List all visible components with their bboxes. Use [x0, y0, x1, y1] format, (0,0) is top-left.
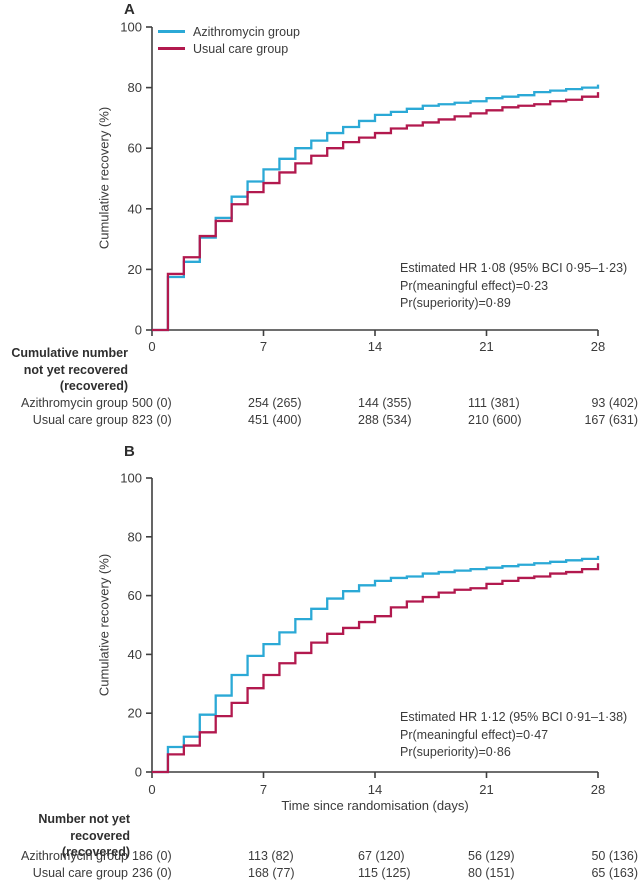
- panel-b-label: B: [124, 443, 135, 460]
- azithromycin-line-swatch: [158, 30, 185, 33]
- legend-label-azithromycin: Azithromycin group: [193, 24, 300, 39]
- table-a-header: Cumulative number not yet recovered (rec…: [0, 345, 128, 395]
- table-b-header: Number not yet recovered (recovered): [0, 811, 130, 861]
- panel-b-chart: 0 20 40 60 80 100 0 7 14 21 28: [120, 471, 605, 798]
- panel-a-annotation-line-1: Estimated HR 1·08 (95% BCI 0·95–1·23): [400, 261, 628, 275]
- cell-day14: 67 (120): [358, 849, 405, 863]
- cell-day0: 186 (0): [132, 849, 172, 863]
- y-tick-label: 20: [128, 262, 142, 277]
- y-tick-label: 0: [135, 323, 142, 338]
- y-tick-label: 100: [120, 20, 142, 35]
- y-tick-label: 60: [128, 141, 142, 156]
- x-tick-label: 21: [479, 782, 493, 797]
- table-a-header-line-1: Cumulative number: [11, 346, 128, 360]
- row-label: Usual care group: [32, 866, 128, 880]
- panel-b-annotation-line-2: Pr(meaningful effect)=0·47: [400, 727, 549, 742]
- panel-b-y-axis-label: Cumulative recovery (%): [96, 553, 112, 697]
- x-tick-label: 14: [368, 339, 382, 354]
- cell-day0: 500 (0): [132, 396, 172, 410]
- cell-day7: 168 (77): [248, 866, 295, 880]
- cell-day0: 823 (0): [132, 413, 172, 427]
- series-curve-usual_care: [152, 563, 600, 774]
- cell-day28: 65 (163): [591, 866, 638, 880]
- y-tick-label: 40: [128, 647, 142, 662]
- cell-day21: 111 (381): [468, 396, 520, 410]
- table-a-header-line-2: not yet recovered: [23, 362, 128, 377]
- legend-entry-azithromycin: Azithromycin group: [158, 23, 300, 40]
- x-tick-label: 28: [591, 339, 605, 354]
- cell-day21: 210 (600): [468, 413, 522, 427]
- y-tick-label: 40: [128, 201, 142, 216]
- cell-day0: 236 (0): [132, 866, 172, 880]
- cell-day7: 451 (400): [248, 413, 302, 427]
- table-a-row-usual-care: Usual care group 823 (0) 451 (400) 288 (…: [0, 413, 644, 428]
- cell-day28: 50 (136): [591, 849, 638, 863]
- cell-day21: 56 (129): [468, 849, 515, 863]
- row-label: Usual care group: [32, 413, 128, 427]
- panel-a-y-axis-label: Cumulative recovery (%): [96, 106, 112, 250]
- x-tick-label: 0: [148, 782, 155, 797]
- x-tick-label: 14: [368, 782, 382, 797]
- legend: Azithromycin group Usual care group: [158, 23, 300, 57]
- table-a-header-line-3: (recovered): [59, 379, 128, 393]
- cell-day28: 167 (631): [584, 413, 638, 427]
- panel-b-annotation-line-1: Estimated HR 1·12 (95% BCI 0·91–1·38): [400, 710, 628, 724]
- panel-b-annotation-line-3: Pr(superiority)=0·86: [400, 745, 511, 759]
- x-tick-label: 21: [479, 339, 493, 354]
- legend-label-usual-care: Usual care group: [193, 41, 289, 56]
- series-curve-azithromycin: [152, 555, 600, 774]
- y-tick-label: 80: [128, 529, 142, 544]
- cell-day14: 115 (125): [358, 866, 411, 880]
- cell-day14: 144 (355): [358, 396, 412, 410]
- cell-day14: 288 (534): [358, 413, 412, 427]
- y-tick-label: 100: [120, 471, 142, 486]
- table-b-row-azithromycin: Azithromycin group 186 (0) 113 (82) 67 (…: [0, 849, 644, 864]
- row-label: Azithromycin group: [21, 396, 128, 410]
- table-b-row-usual-care: Usual care group 236 (0) 168 (77) 115 (1…: [0, 866, 644, 880]
- table-a-row-azithromycin: Azithromycin group 500 (0) 254 (265) 144…: [0, 396, 644, 411]
- y-tick-label: 80: [128, 80, 142, 95]
- panel-a-annotation-line-2: Pr(meaningful effect)=0·23: [400, 278, 549, 293]
- x-tick-label: 0: [148, 339, 155, 354]
- table-b-header-line-1: Number not yet: [38, 812, 130, 826]
- cell-day7: 113 (82): [248, 849, 294, 863]
- x-tick-label: 7: [260, 339, 267, 354]
- panel-a-annotation-line-3: Pr(superiority)=0·89: [400, 296, 511, 310]
- panel-a-label: A: [124, 1, 135, 18]
- cell-day28: 93 (402): [591, 396, 638, 410]
- panel-a-chart: 0 20 40 60 80 100 0 7 14 21 28: [120, 20, 605, 355]
- cell-day7: 254 (265): [248, 396, 302, 410]
- table-b-header-line-2: recovered (recovered): [61, 828, 130, 860]
- panel-a-annotation: Estimated HR 1·08 (95% BCI 0·95–1·23) Pr…: [400, 260, 627, 313]
- x-axis-label: Time since randomisation (days): [281, 798, 469, 813]
- panel-b-annotation: Estimated HR 1·12 (95% BCI 0·91–1·38) Pr…: [400, 709, 627, 762]
- y-tick-label: 60: [128, 588, 142, 603]
- row-label: Azithromycin group: [21, 849, 128, 863]
- series-curve-usual_care: [152, 92, 600, 332]
- usual-care-line-swatch: [158, 47, 185, 50]
- cell-day21: 80 (151): [468, 866, 515, 880]
- x-tick-label: 7: [260, 782, 267, 797]
- y-tick-label: 0: [135, 765, 142, 780]
- legend-entry-usual-care: Usual care group: [158, 40, 300, 57]
- x-tick-label: 28: [591, 782, 605, 797]
- y-tick-label: 20: [128, 706, 142, 721]
